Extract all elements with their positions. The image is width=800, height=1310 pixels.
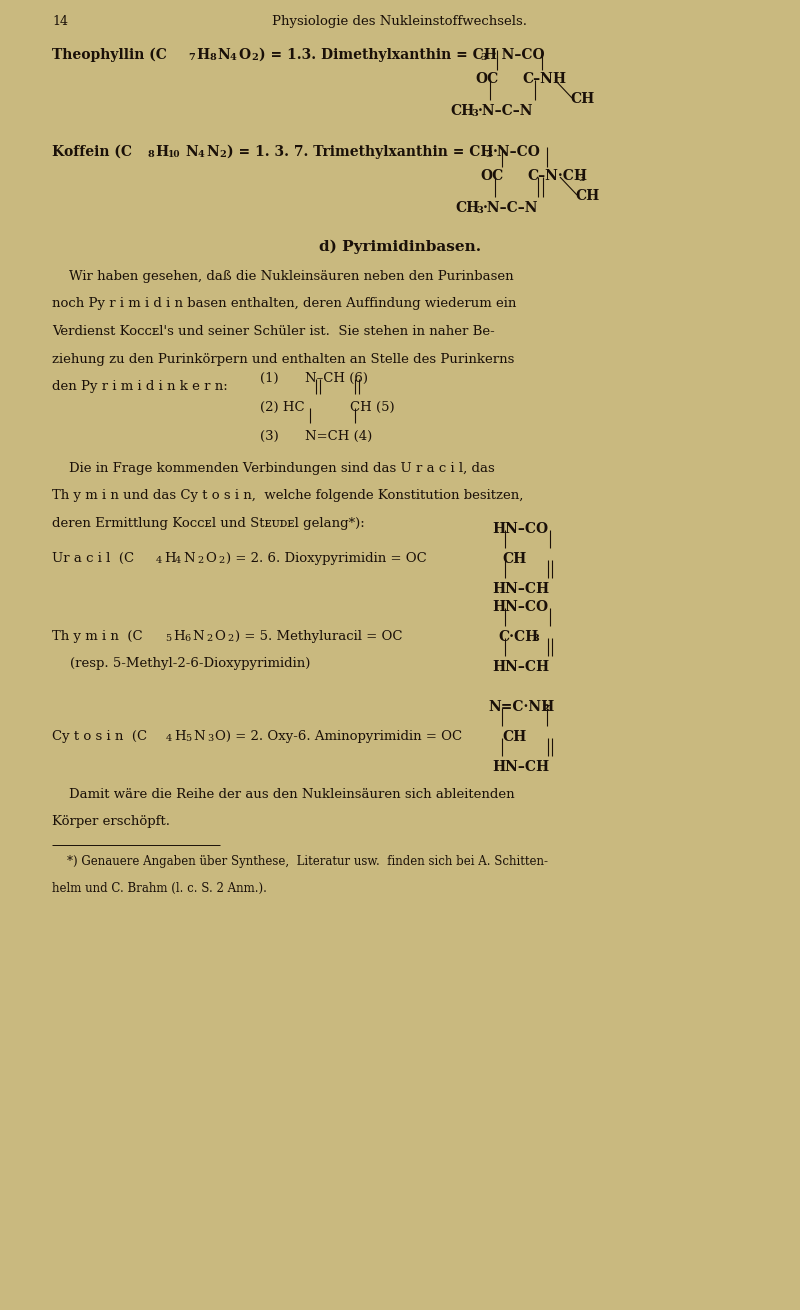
Text: ·N–C–N: ·N–C–N [483,200,538,215]
Text: HN–CH: HN–CH [492,660,549,675]
Text: ) = 5. Methyluracil = OC: ) = 5. Methyluracil = OC [235,630,402,643]
Text: 4: 4 [156,555,162,565]
Text: O) = 2. Oxy-6. Aminopyrimidin = OC: O) = 2. Oxy-6. Aminopyrimidin = OC [215,730,462,743]
Text: N–CH (6): N–CH (6) [305,372,368,385]
Text: CH: CH [570,92,594,106]
Text: HN–CH: HN–CH [492,760,549,774]
Text: deren Ermittlung Koᴄᴄᴇl und Stᴇᴜᴅᴇl gelang*):: deren Ermittlung Koᴄᴄᴇl und Stᴇᴜᴅᴇl gela… [52,517,365,531]
Text: 3: 3 [471,109,478,118]
Text: OC: OC [475,72,498,86]
Text: N: N [183,552,194,565]
Text: CH: CH [575,189,599,203]
Text: 2: 2 [251,52,258,62]
Text: (2) HC: (2) HC [260,401,305,414]
Text: OC: OC [480,169,503,183]
Text: helm und C. Brahm (l. c. S. 2 Anm.).: helm und C. Brahm (l. c. S. 2 Anm.). [52,882,267,895]
Text: 3: 3 [578,174,585,183]
Text: 3: 3 [532,634,538,643]
Text: 3: 3 [476,206,482,215]
Text: ziehung zu den Purinkörpern und enthalten an Stelle des Purinkerns: ziehung zu den Purinkörpern und enthalte… [52,352,514,365]
Text: 3: 3 [207,734,214,743]
Text: H: H [164,552,176,565]
Text: ) = 1.3. Dimethylxanthin = CH: ) = 1.3. Dimethylxanthin = CH [259,48,497,63]
Text: ·N–C–N: ·N–C–N [478,103,534,118]
Text: *) Genauere Angaben über Synthese,  Literatur usw.  finden sich bei A. Schitten-: *) Genauere Angaben über Synthese, Liter… [52,855,548,869]
Text: O: O [205,552,216,565]
Text: Physiologie des Nukleinstoffwechsels.: Physiologie des Nukleinstoffwechsels. [273,14,527,28]
Text: N: N [217,48,230,62]
Text: CH: CH [455,200,479,215]
Text: Wir haben gesehen, daß die Nukleinsäuren neben den Purinbasen: Wir haben gesehen, daß die Nukleinsäuren… [52,270,514,283]
Text: 2: 2 [206,634,212,643]
Text: 8: 8 [147,151,154,159]
Text: Verdienst Koᴄᴄᴇl's und seiner Schüler ist.  Sie stehen in naher Be-: Verdienst Koᴄᴄᴇl's und seiner Schüler is… [52,325,494,338]
Text: Koffein (C: Koffein (C [52,145,132,159]
Text: 2: 2 [219,151,226,159]
Text: O: O [214,630,225,643]
Text: 8: 8 [209,52,216,62]
Text: 5: 5 [165,634,171,643]
Text: HN–CO: HN–CO [492,600,548,614]
Text: N=C·NH: N=C·NH [488,700,554,714]
Text: H: H [155,145,168,159]
Text: N: N [192,630,204,643]
Text: Die in Frage kommenden Verbindungen sind das U r a c i l, das: Die in Frage kommenden Verbindungen sind… [52,462,494,476]
Text: 4: 4 [175,555,182,565]
Text: Th y m i n  (C: Th y m i n (C [52,630,142,643]
Text: (resp. 5-Methyl-2-6-Dioxypyrimidin): (resp. 5-Methyl-2-6-Dioxypyrimidin) [70,658,310,669]
Text: Körper erschöpft.: Körper erschöpft. [52,815,170,828]
Text: 10: 10 [168,151,181,159]
Text: Cy t o s i n  (C: Cy t o s i n (C [52,730,147,743]
Text: 2: 2 [542,703,549,713]
Text: N: N [193,730,205,743]
Text: C–N·CH: C–N·CH [527,169,587,183]
Text: Ur a c i l  (C: Ur a c i l (C [52,552,134,565]
Text: 7: 7 [188,52,194,62]
Text: HN–CH: HN–CH [492,582,549,596]
Text: den Py r i m i d i n k e r n:: den Py r i m i d i n k e r n: [52,380,228,393]
Text: noch Py r i m i d i n basen enthalten, deren Auffindung wiederum ein: noch Py r i m i d i n basen enthalten, d… [52,297,516,310]
Text: H: H [174,730,186,743]
Text: CH: CH [450,103,474,118]
Text: CH: CH [502,730,526,744]
Text: HN–CO: HN–CO [492,521,548,536]
Text: O: O [238,48,250,62]
Text: Theophyllin (C: Theophyllin (C [52,48,167,63]
Text: 14: 14 [52,14,68,28]
Text: 2: 2 [227,634,234,643]
Text: N: N [185,145,198,159]
Text: 3: 3 [485,151,492,159]
Text: (3): (3) [260,430,278,443]
Text: CH (5): CH (5) [350,401,394,414]
Text: 2: 2 [197,555,203,565]
Text: Damit wäre die Reihe der aus den Nukleinsäuren sich ableitenden: Damit wäre die Reihe der aus den Nuklein… [52,789,514,800]
Text: Th y m i n und das Cy t o s i n,  welche folgende Konstitution besitzen,: Th y m i n und das Cy t o s i n, welche … [52,490,523,503]
Text: · N–CO: · N–CO [487,48,545,62]
Text: N: N [206,145,218,159]
Text: ) = 1. 3. 7. Trimethylxanthin = CH: ) = 1. 3. 7. Trimethylxanthin = CH [227,145,494,160]
Text: H: H [173,630,185,643]
Text: 4: 4 [230,52,237,62]
Text: 4: 4 [166,734,172,743]
Text: d) Pyrimidinbasen.: d) Pyrimidinbasen. [319,240,481,254]
Text: 5: 5 [185,734,191,743]
Text: C·CH: C·CH [498,630,538,645]
Text: H: H [196,48,209,62]
Text: 3: 3 [480,52,486,62]
Text: (1): (1) [260,372,278,385]
Text: ·N–CO: ·N–CO [493,145,541,159]
Text: ) = 2. 6. Dioxypyrimidin = OC: ) = 2. 6. Dioxypyrimidin = OC [226,552,426,565]
Text: C–NH: C–NH [522,72,566,86]
Text: CH: CH [502,552,526,566]
Text: 2: 2 [218,555,224,565]
Text: 6: 6 [184,634,190,643]
Text: 4: 4 [198,151,205,159]
Text: N=CH (4): N=CH (4) [305,430,372,443]
